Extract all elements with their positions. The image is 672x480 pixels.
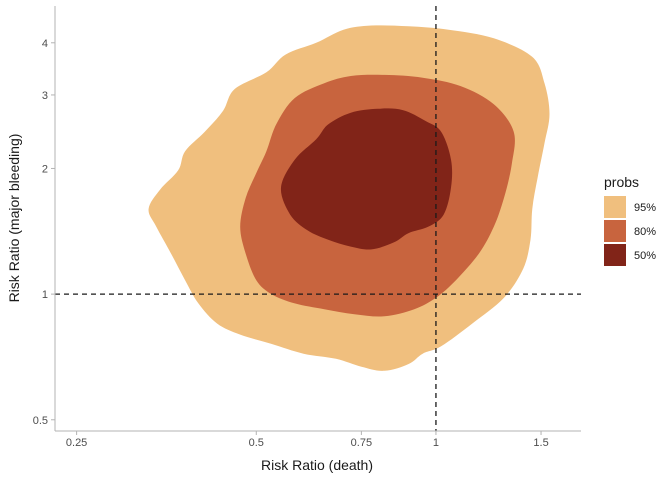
legend-label: 80% — [634, 226, 656, 238]
y-axis-title: Risk Ratio (major bleeding) — [6, 134, 22, 303]
legend-swatch-50pct — [604, 244, 626, 266]
y-tick-label: 2 — [42, 163, 48, 175]
legend-swatch-80pct — [604, 220, 626, 242]
y-tick-label: 0.5 — [33, 415, 48, 427]
y-tick-label: 4 — [42, 38, 48, 50]
x-tick-label: 1.5 — [533, 437, 548, 449]
x-tick-label: 0.5 — [249, 437, 264, 449]
legend-title: probs — [604, 174, 639, 190]
x-tick-label: 0.25 — [66, 437, 87, 449]
y-tick-label: 3 — [42, 90, 48, 102]
legend-label: 50% — [634, 250, 656, 262]
legend-label: 95% — [634, 202, 656, 214]
probability-regions — [148, 25, 550, 371]
legend: probs 95% 80% 50% — [604, 174, 656, 266]
x-tick-label: 1 — [433, 437, 439, 449]
x-axis-title: Risk Ratio (death) — [261, 457, 373, 473]
region-50pct — [280, 108, 453, 250]
legend-swatch-95pct — [604, 196, 626, 218]
x-tick-label: 0.75 — [351, 437, 372, 449]
axes: 0.25 0.5 0.75 1 1.5 0.5 1 2 3 4 — [33, 6, 581, 449]
reference-lines — [55, 6, 581, 431]
y-tick-label: 1 — [42, 289, 48, 301]
